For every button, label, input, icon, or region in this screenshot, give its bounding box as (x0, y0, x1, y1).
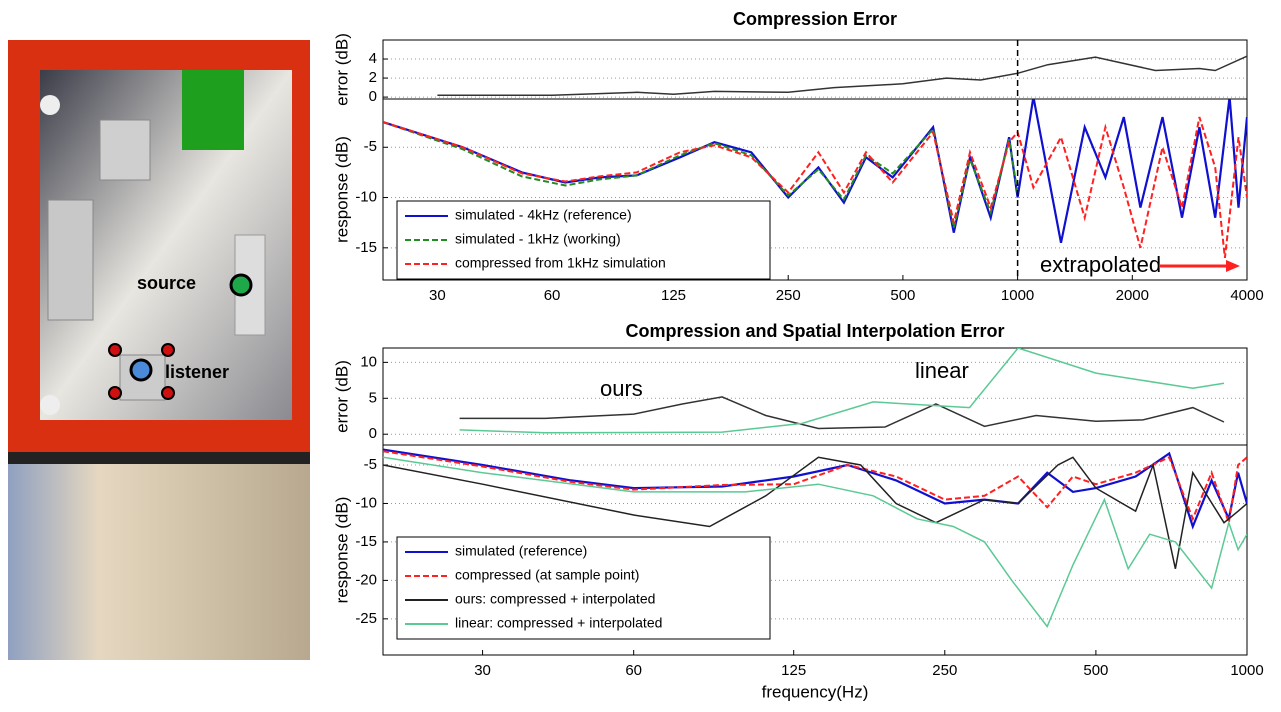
x-tick-label: 500 (890, 287, 915, 304)
x-tick-label: 500 (1083, 662, 1108, 679)
legend-box (396, 536, 771, 640)
listener-label: listener (165, 362, 229, 382)
legend-label: compressed from 1kHz simulation (455, 255, 666, 271)
y-tick-label: -10 (355, 189, 377, 206)
x-tick-label: 250 (776, 287, 801, 304)
legend-label: ours: compressed + interpolated (455, 591, 655, 607)
y-axis-label: error (dB) (332, 360, 351, 433)
legend-label: compressed (at sample point) (455, 567, 639, 583)
y-tick-label: -15 (355, 239, 377, 256)
y-tick-label: -10 (355, 494, 377, 511)
y-tick-label: -15 (355, 533, 377, 550)
annotation: ours (600, 376, 643, 401)
y-tick-label: 10 (360, 353, 377, 370)
plot-area (382, 98, 1248, 281)
x-tick-label: 125 (781, 662, 806, 679)
plot-area (382, 444, 1248, 656)
legend-label: simulated (reference) (455, 543, 587, 559)
series-line (459, 348, 1225, 434)
legend-label: simulated - 1kHz (working) (455, 231, 621, 247)
x-tick-label: 125 (661, 287, 686, 304)
series-line (383, 456, 1247, 569)
series-line (383, 456, 1247, 628)
y-axis-label: error (dB) (332, 33, 351, 106)
arrow-head (1226, 260, 1240, 272)
x-tick-label: 2000 (1116, 287, 1149, 304)
x-tick-label: 30 (429, 287, 446, 304)
y-tick-label: 5 (369, 389, 377, 406)
x-tick-label: 1000 (1230, 662, 1263, 679)
x-tick-label: 60 (544, 287, 561, 304)
series-line (437, 55, 1247, 96)
chart-title: Compression and Spatial Interpolation Er… (625, 321, 1004, 341)
x-tick-label: 60 (625, 662, 642, 679)
series-line (383, 450, 1247, 524)
legend-label: linear: compressed + interpolated (455, 615, 662, 631)
y-tick-label: -25 (355, 610, 377, 627)
series-line (383, 448, 1247, 530)
annotation: extrapolated (1040, 252, 1161, 277)
y-tick-label: 4 (369, 50, 377, 67)
y-tick-label: -5 (364, 138, 377, 155)
series-line (383, 116, 1247, 259)
x-axis-label: frequency(Hz) (762, 682, 869, 701)
x-tick-label: 4000 (1230, 287, 1263, 304)
source-label: source (137, 273, 196, 293)
y-tick-label: -5 (364, 456, 377, 473)
legend-box (396, 200, 771, 280)
x-tick-label: 1000 (1001, 287, 1034, 304)
y-axis-label: response (dB) (332, 136, 351, 243)
y-tick-label: -20 (355, 571, 377, 588)
series-line (459, 396, 1225, 430)
y-tick-label: 0 (369, 88, 377, 105)
x-tick-label: 30 (474, 662, 491, 679)
chart-title: Compression Error (733, 9, 897, 29)
x-tick-label: 250 (932, 662, 957, 679)
legend-label: simulated - 4kHz (reference) (455, 207, 632, 223)
annotation: linear (915, 358, 969, 383)
y-tick-label: 0 (369, 425, 377, 442)
room-render: source listener (8, 40, 310, 660)
series-line (383, 121, 1019, 228)
y-axis-label: response (dB) (332, 497, 351, 604)
y-tick-label: 2 (369, 69, 377, 86)
